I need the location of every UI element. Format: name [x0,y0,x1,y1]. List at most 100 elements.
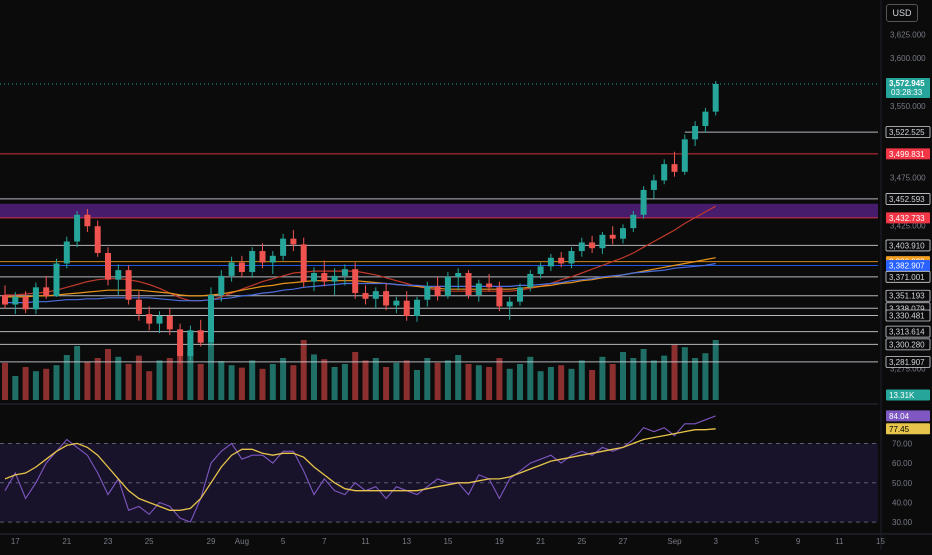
time-tick-label: 5 [281,537,286,546]
candle-body [424,286,431,300]
candle-body [547,257,554,267]
time-tick-label: Aug [235,537,249,546]
level-badge: 3,522.525 [885,126,931,139]
candle [702,107,709,133]
candle [568,247,575,269]
candle [125,265,132,305]
candle-body [290,238,297,245]
candle-body [43,287,50,296]
volume-bar [609,364,616,400]
candle [486,273,493,292]
time-tick-label: 23 [104,537,113,546]
moving-averages-layer [5,205,716,304]
candle [599,231,606,254]
candle-body [321,273,328,282]
time-tick-label: 7 [322,537,327,546]
volume-bar [32,371,39,400]
rsi-ma-value-badge: 77.45 [886,423,930,435]
volume-bar [43,368,50,400]
volume-bar [558,365,565,400]
volume-bar [269,364,276,400]
volume-bar [300,340,307,400]
candle-body [135,299,142,315]
candle-body [228,262,235,276]
candle [105,247,111,286]
level-badge: 3,382.907 [886,259,930,271]
price-tick-label: 3,550.000 [890,102,926,111]
candle-body [444,276,451,296]
volume-badge: 13.31K [886,389,930,401]
volume-bar [177,344,184,400]
candle [22,291,29,314]
candle-body [280,238,287,256]
rsi-line [4,415,716,523]
candle [290,230,297,252]
time-tick-label: 5 [755,537,760,546]
volume-bar [84,361,91,400]
candle-body [486,283,493,288]
price-tick-label: 3,275.000 [890,364,926,373]
badge-text: 3,499.831 [889,150,925,159]
volume-bar [424,358,431,400]
candle [228,256,235,282]
badge-text: 3,338.079 [889,304,925,313]
rsi-tick-label: 60.00 [892,459,913,468]
candle [352,262,359,299]
volume-bar [135,355,142,400]
volume-bar [661,355,668,400]
candle [218,270,225,302]
candle-body [197,330,204,343]
badge-box [885,193,931,205]
rsi-tick-label: 40.00 [892,498,913,507]
candle-body [702,111,709,126]
candle [589,235,596,253]
candle [166,308,173,336]
volume-bar [486,367,493,400]
candle [393,296,400,314]
candle-body [238,262,245,273]
volume-bar [537,371,544,400]
candle-body [208,294,214,343]
candle [32,282,39,315]
candle-body [434,286,441,296]
volume-bar [238,367,245,400]
volume-bar [321,359,328,400]
candle-body [475,283,482,295]
badge-box [886,389,930,401]
volume-bar [455,355,462,400]
currency-label[interactable]: USD [886,4,918,22]
candle [63,236,70,269]
time-tick-label: 9 [796,537,801,546]
volume-bar [568,368,575,400]
candle-body [63,241,70,264]
candle [84,209,91,232]
badge-text: 3,300.280 [889,340,925,349]
candle [620,224,626,244]
volume-bar [187,352,194,400]
volume-bar [125,364,132,400]
candle-body [372,291,379,299]
volume-bar [475,365,482,400]
time-tick-label: 3 [713,537,718,546]
time-axis[interactable]: 17 21 23 25 29 Aug 5 7 11 13 15 19 21 25 27 Sep 3 5 9 11 15 [11,537,886,546]
candle-body [331,275,338,282]
badge-text: 3,371.001 [889,273,925,282]
badge-box [886,423,930,435]
candle [187,325,194,361]
candle [321,260,328,287]
candle-body [455,273,462,277]
candle-body [681,139,688,172]
time-tick-label: 21 [62,537,71,546]
candle-body [269,255,276,263]
candle-body [609,234,616,239]
candle [135,291,142,321]
rsi-tick-label: 50.00 [892,479,913,488]
volume-bar [249,360,256,400]
price-badges: 3,522.525 3,499.831 3,452.593 3,432.733 3,40… [885,78,931,435]
candle-body [517,287,523,302]
volume-bar [208,343,214,400]
countdown-text: 03:28:33 [891,88,923,97]
